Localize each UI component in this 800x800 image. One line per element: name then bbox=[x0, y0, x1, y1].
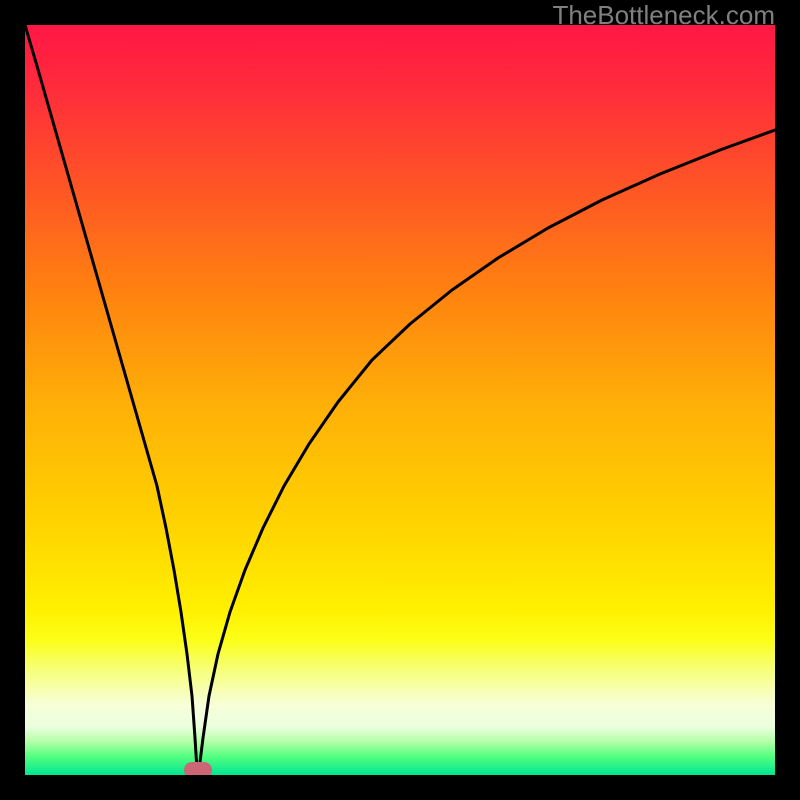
chart-container: TheBottleneck.com bbox=[0, 0, 800, 800]
watermark-text: TheBottleneck.com bbox=[552, 0, 775, 31]
chart-frame bbox=[0, 0, 800, 800]
